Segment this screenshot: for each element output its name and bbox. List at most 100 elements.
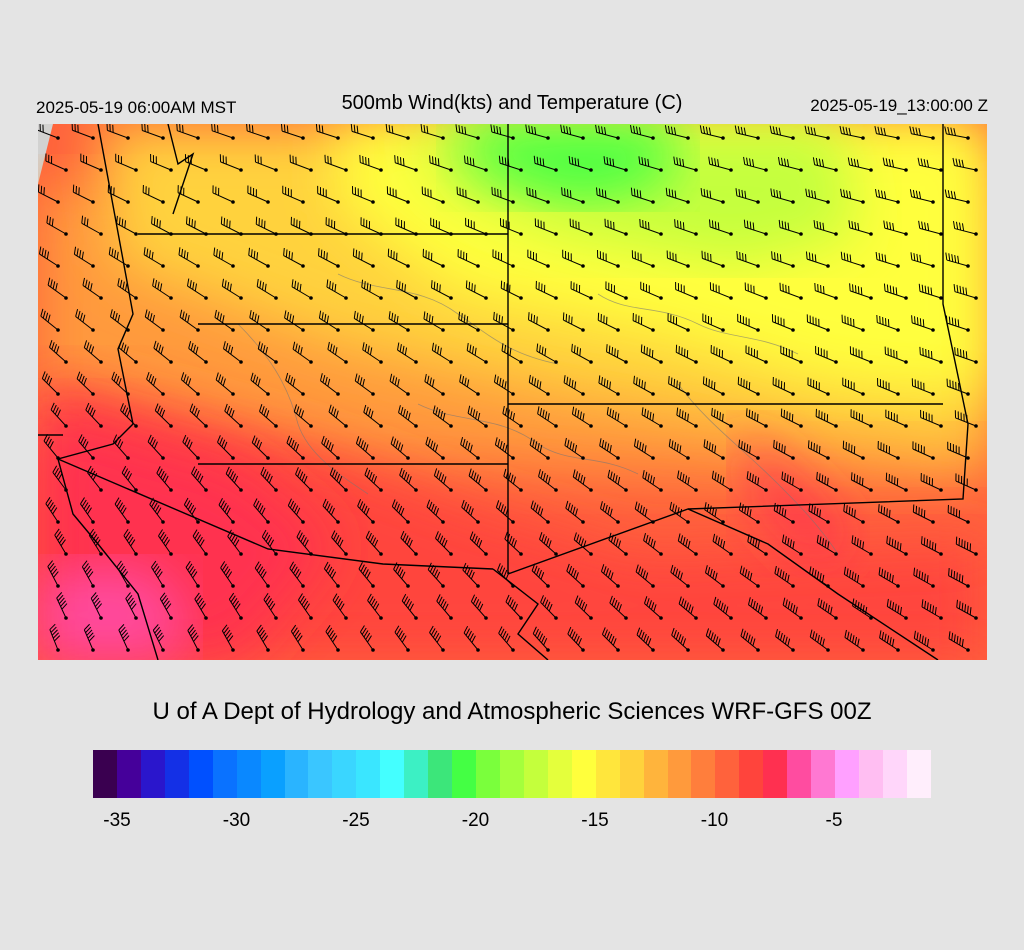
- wind-barb: [527, 249, 550, 268]
- wind-barb: [535, 280, 558, 300]
- wind-barb: [597, 312, 620, 332]
- wind-barb: [327, 341, 348, 364]
- wind-barb: [183, 497, 200, 524]
- wind-barb: [710, 345, 733, 364]
- wind-barb: [572, 469, 593, 492]
- wind-barb: [538, 469, 558, 492]
- wind-barb: [745, 408, 768, 428]
- wind-barb: [606, 406, 628, 428]
- wind-barb: [178, 247, 200, 268]
- wind-barb: [112, 434, 130, 460]
- wind-barb: [945, 252, 970, 268]
- colorbar-swatch: [236, 750, 261, 798]
- wind-barb: [318, 248, 340, 268]
- wind-barb: [639, 218, 663, 236]
- wind-barb: [703, 439, 725, 460]
- wind-barb: [850, 472, 873, 492]
- wind-barb: [842, 440, 865, 460]
- wind-barb: [808, 503, 830, 524]
- wind-barb: [458, 311, 480, 332]
- colorbar-swatch: [188, 750, 213, 798]
- wind-barb: [773, 502, 795, 524]
- wind-barb: [500, 280, 523, 300]
- colorbar-swatch: [260, 750, 285, 798]
- colorbar-swatch: [164, 750, 189, 798]
- wind-barb: [780, 345, 803, 364]
- wind-barb: [953, 220, 978, 236]
- wind-barb: [562, 249, 585, 268]
- wind-barb: [281, 124, 305, 140]
- wind-barb: [394, 155, 418, 172]
- wind-barb: [709, 219, 733, 236]
- wind-barb: [503, 468, 523, 492]
- wind-barb: [152, 278, 173, 300]
- valid-time-label: 2025-05-19_13:00:00 Z: [810, 96, 988, 115]
- wind-barb: [315, 124, 340, 140]
- wind-barb: [455, 124, 480, 140]
- wind-barb: [192, 529, 208, 556]
- terrain-contour: [597, 293, 799, 355]
- wind-barb: [38, 124, 60, 140]
- wind-barb: [840, 188, 865, 204]
- wind-barb: [769, 125, 795, 140]
- wind-barb: [261, 529, 278, 556]
- wind-barb: [125, 592, 138, 620]
- colorbar-swatch: [859, 750, 883, 798]
- wind-barb: [631, 250, 655, 268]
- wind-barb: [884, 346, 908, 364]
- wind-barb: [566, 563, 585, 588]
- wind-barb: [609, 595, 628, 620]
- wind-barb: [673, 156, 698, 172]
- wind-barb: [605, 281, 628, 300]
- wind-barb: [668, 376, 690, 396]
- wind-barb: [220, 561, 235, 588]
- wind-barb: [705, 628, 725, 652]
- wind-barb: [606, 344, 628, 364]
- wind-barb: [146, 371, 165, 396]
- wind-barb: [87, 465, 103, 492]
- wind-barb: [913, 630, 935, 652]
- wind-barb: [291, 279, 313, 300]
- wind-barb: [852, 598, 873, 620]
- wind-barb: [217, 435, 235, 460]
- wind-barb: [537, 406, 558, 428]
- wind-barb: [947, 441, 970, 460]
- wind-barb: [533, 155, 558, 172]
- colorbar-swatch: [284, 750, 309, 798]
- wind-barb: [50, 402, 68, 428]
- colorbar-swatch: [356, 750, 381, 798]
- wind-barb: [295, 467, 313, 492]
- wind-barb: [636, 627, 655, 652]
- wind-barb: [255, 216, 278, 236]
- wind-barb: [220, 216, 243, 236]
- wind-barb: [321, 435, 340, 460]
- wind-barb: [249, 310, 270, 332]
- colorbar-swatch: [906, 750, 931, 798]
- wind-barb: [778, 219, 803, 236]
- wind-barb: [317, 185, 340, 204]
- wind-barb: [107, 184, 130, 204]
- wind-barb: [325, 625, 340, 652]
- wind-barb: [573, 532, 593, 556]
- wind-barb: [256, 278, 278, 300]
- wind-barb: [176, 124, 200, 140]
- wind-barb: [400, 530, 418, 556]
- wind-barb: [246, 124, 270, 140]
- wind-barb: [329, 467, 348, 492]
- wind-barb: [944, 126, 970, 140]
- wind-barb: [215, 372, 235, 396]
- wind-barb: [504, 531, 523, 556]
- wind-barb: [909, 189, 935, 204]
- wind-barb: [805, 251, 830, 268]
- wind-barb: [666, 250, 690, 268]
- wind-barb: [364, 467, 383, 492]
- wind-barb: [772, 377, 795, 396]
- wind-barb: [781, 471, 803, 492]
- wind-barb: [532, 626, 550, 652]
- wind-barb: [804, 125, 830, 140]
- wind-barb: [849, 346, 873, 364]
- terrain-contour: [677, 383, 839, 555]
- wind-barb: [601, 627, 620, 652]
- wind-barb: [531, 563, 550, 588]
- wind-barb: [770, 188, 795, 204]
